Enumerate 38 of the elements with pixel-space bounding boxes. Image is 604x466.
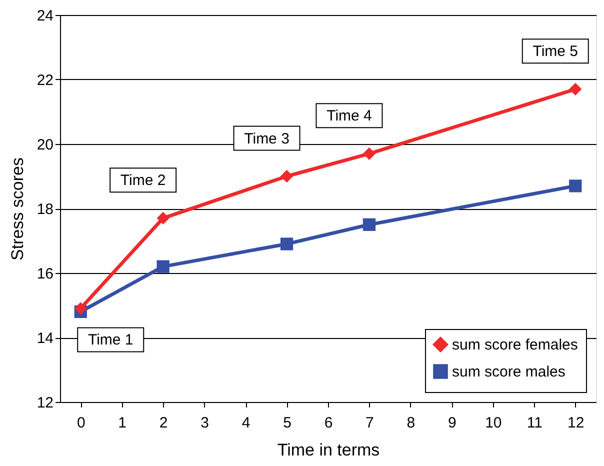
x-tick-label: 11 bbox=[526, 414, 542, 432]
annotation: Time 2 bbox=[120, 172, 166, 190]
y-tick-label: 14 bbox=[36, 330, 54, 347]
x-tick-label: 4 bbox=[242, 414, 250, 432]
point bbox=[156, 212, 170, 224]
x-tick-label: 0 bbox=[76, 414, 86, 432]
point bbox=[280, 170, 294, 183]
point bbox=[362, 218, 376, 231]
point bbox=[280, 238, 294, 250]
y-axis-title: Stress scores bbox=[8, 158, 27, 260]
y-tick-label: 12 bbox=[36, 394, 54, 412]
y-tick-label: 16 bbox=[36, 266, 54, 282]
point bbox=[362, 147, 376, 160]
x-tick-label: 10 bbox=[485, 414, 502, 432]
x-tick-label: 12 bbox=[568, 414, 584, 432]
x-tick-label: 5 bbox=[283, 414, 292, 432]
point bbox=[74, 302, 87, 315]
x-tick-label: 8 bbox=[406, 414, 416, 432]
annotation: Time 5 bbox=[532, 43, 578, 60]
point bbox=[569, 180, 582, 192]
legend-label: sum score females bbox=[452, 336, 578, 354]
y-tick-label: 18 bbox=[36, 201, 54, 218]
legend-label: sum score males bbox=[452, 364, 566, 380]
x-tick-label: 7 bbox=[366, 414, 374, 432]
x-tick-label: 9 bbox=[448, 414, 456, 432]
y-tick-label: 20 bbox=[36, 136, 54, 154]
x-axis-title: Time in terms bbox=[277, 440, 380, 460]
point bbox=[569, 82, 582, 96]
x-tick-label: 2 bbox=[159, 414, 168, 432]
x-tick-label: 6 bbox=[324, 414, 333, 432]
annotation: Time 4 bbox=[326, 108, 372, 125]
y-tick-label: 22 bbox=[36, 72, 54, 89]
x-tick-label: 3 bbox=[200, 414, 209, 432]
y-tick-label: 24 bbox=[36, 8, 54, 24]
annotation: Time 3 bbox=[244, 130, 290, 148]
annotation: Time 1 bbox=[88, 332, 134, 349]
x-tick-label: 1 bbox=[118, 414, 127, 432]
point bbox=[156, 260, 170, 273]
